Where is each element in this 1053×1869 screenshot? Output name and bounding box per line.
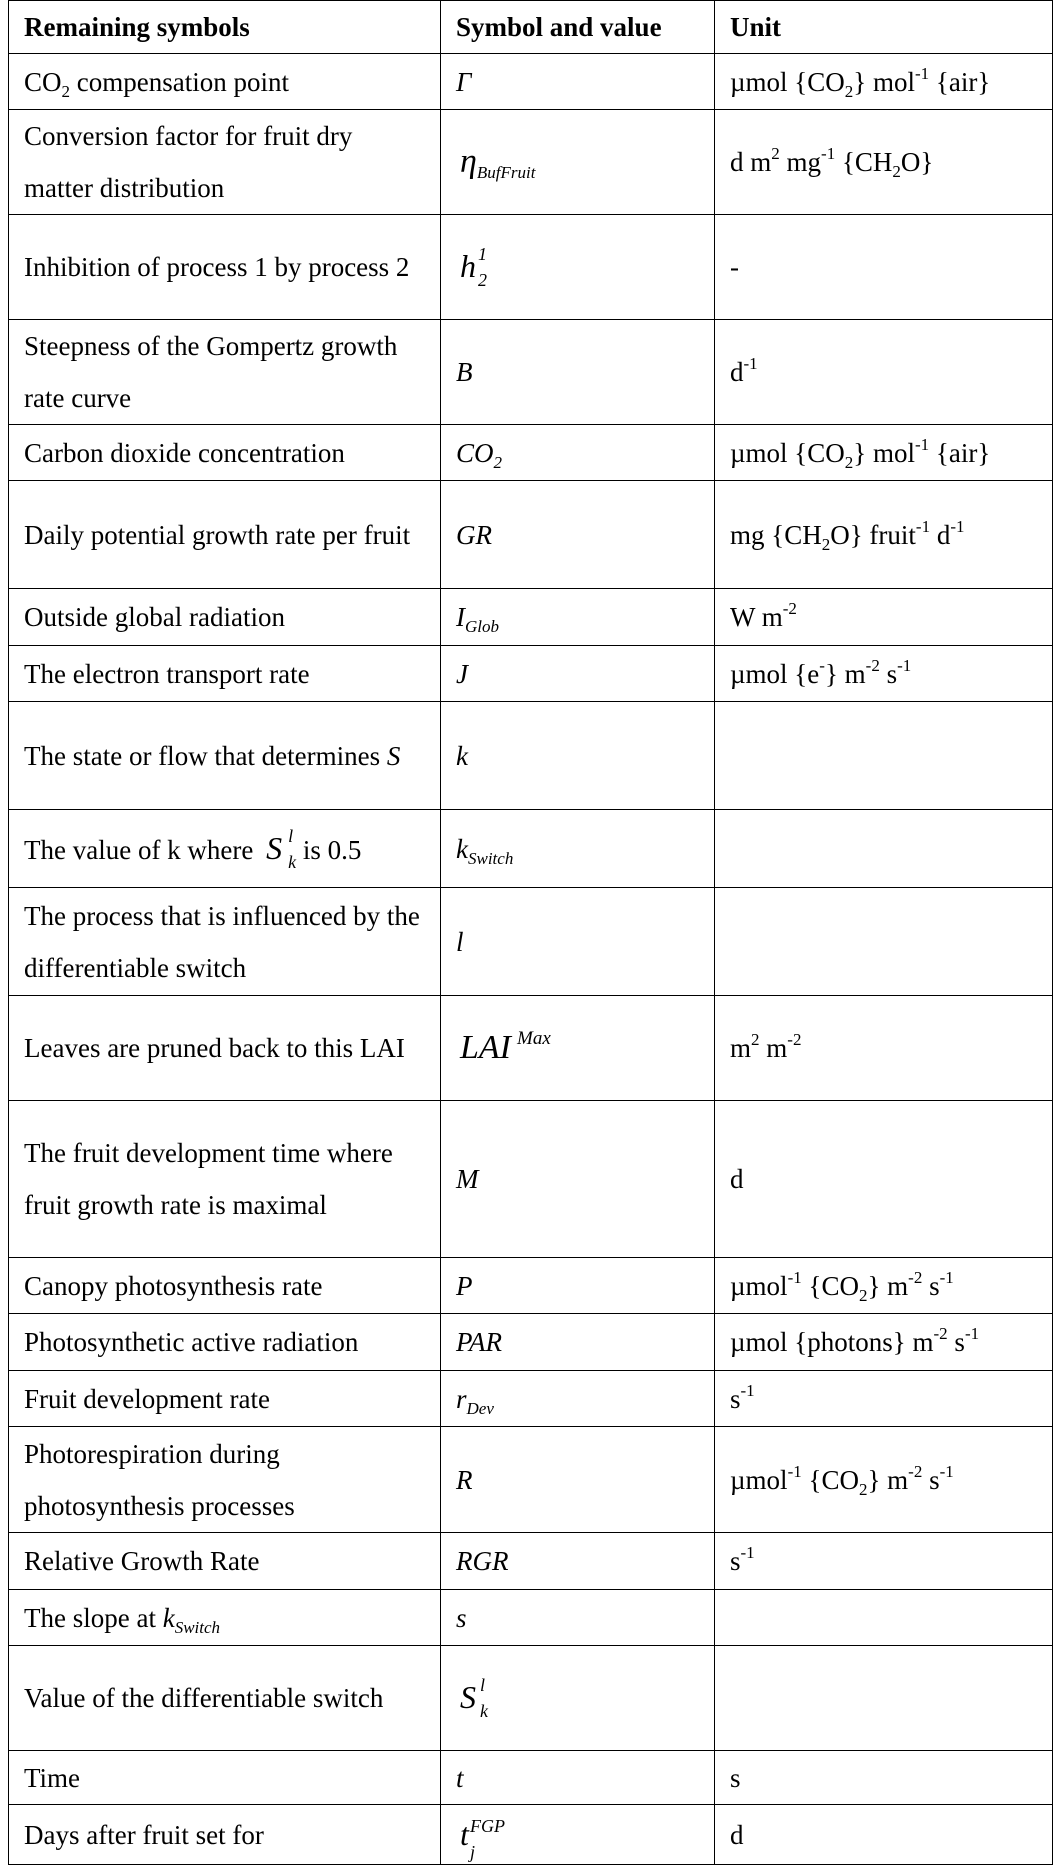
table-row: Leaves are pruned back to this LAI LAI Ma…	[8, 995, 1053, 1101]
table-row: The slope at kSwitch s	[8, 1589, 1053, 1646]
row-unit: W m-2	[714, 588, 1053, 646]
row-unit: s-1	[714, 1532, 1053, 1590]
table-row: Steepness of the Gompertz growth rate cu…	[8, 319, 1053, 425]
row-symbol: LAI Max	[440, 995, 715, 1101]
table-row: Canopy photosynthesis rate P µmol-1 {CO2…	[8, 1257, 1053, 1314]
table-row: CO2 compensation point Γ µmol {CO2} mol-…	[8, 53, 1053, 110]
row-description: Outside global radiation	[8, 588, 441, 646]
row-description: The electron transport rate	[8, 645, 441, 702]
row-symbol: J	[440, 645, 715, 702]
row-description: The state or flow that determines S	[8, 701, 441, 810]
row-unit: d-1	[714, 319, 1053, 425]
row-description: Value of the differentiable switch	[8, 1645, 441, 1751]
header-unit: Unit	[714, 0, 1053, 54]
row-symbol: M	[440, 1100, 715, 1258]
row-unit: m2 m-2	[714, 995, 1053, 1101]
row-unit: µmol {CO2} mol-1 {air}	[714, 424, 1053, 481]
row-symbol: PAR	[440, 1313, 715, 1371]
row-symbol: CO2	[440, 424, 715, 481]
table-row: Days after fruit set for t FGP j d	[8, 1804, 1053, 1865]
row-description: The slope at kSwitch	[8, 1589, 441, 1646]
table-row: The state or flow that determines S k	[8, 701, 1053, 810]
row-unit: mg {CH2O} fruit-1 d-1	[714, 480, 1053, 589]
row-unit: d	[714, 1804, 1053, 1865]
row-description: Time	[8, 1750, 441, 1805]
row-description: Leaves are pruned back to this LAI	[8, 995, 441, 1101]
row-unit	[714, 1589, 1053, 1646]
row-unit: d	[714, 1100, 1053, 1258]
table-row: Photorespiration during photosynthesis p…	[8, 1426, 1053, 1533]
row-symbol: s	[440, 1589, 715, 1646]
header-symbol-and-value: Symbol and value	[440, 0, 715, 54]
row-unit: s	[714, 1750, 1053, 1805]
table-row: Conversion factor for fruit dry matter d…	[8, 109, 1053, 215]
row-description: Steepness of the Gompertz growth rate cu…	[8, 319, 441, 425]
table-row: The process that is influenced by the di…	[8, 887, 1053, 996]
row-symbol: IGlob	[440, 588, 715, 646]
row-symbol: R	[440, 1426, 715, 1533]
row-description: Relative Growth Rate	[8, 1532, 441, 1590]
row-unit: µmol {CO2} mol-1 {air}	[714, 53, 1053, 110]
row-symbol: l	[440, 887, 715, 996]
row-description: The process that is influenced by the di…	[8, 887, 441, 996]
table-row: The electron transport rate J µmol {e-} …	[8, 645, 1053, 702]
row-symbol: B	[440, 319, 715, 425]
row-symbol: RGR	[440, 1532, 715, 1590]
table-row: Time t s	[8, 1750, 1053, 1805]
row-symbol: k	[440, 701, 715, 810]
row-unit: µmol-1 {CO2} m-2 s-1	[714, 1426, 1053, 1533]
row-unit	[714, 809, 1053, 888]
symbols-table: Remaining symbols Symbol and value Unit …	[8, 0, 1053, 1865]
header-remaining-symbols: Remaining symbols	[8, 0, 441, 54]
table-row: Fruit development rate rDev s-1	[8, 1370, 1053, 1427]
table-row: The fruit development time where fruit g…	[8, 1100, 1053, 1258]
row-symbol: t	[440, 1750, 715, 1805]
row-symbol: kSwitch	[440, 809, 715, 888]
row-unit: µmol {e-} m-2 s-1	[714, 645, 1053, 702]
row-description: CO2 compensation point	[8, 53, 441, 110]
row-unit	[714, 887, 1053, 996]
row-symbol: t FGP j	[440, 1804, 715, 1865]
row-description: Fruit development rate	[8, 1370, 441, 1427]
table-row: Relative Growth Rate RGR s-1	[8, 1532, 1053, 1590]
row-unit	[714, 701, 1053, 810]
row-description: Inhibition of process 1 by process 2	[8, 214, 441, 320]
table-row: Photosynthetic active radiation PAR µmol…	[8, 1313, 1053, 1371]
row-unit: µmol-1 {CO2} m-2 s-1	[714, 1257, 1053, 1314]
row-unit: d m2 mg-1 {CH2O}	[714, 109, 1053, 215]
row-unit: -	[714, 214, 1053, 320]
row-symbol: rDev	[440, 1370, 715, 1427]
row-description: Days after fruit set for	[8, 1804, 441, 1865]
row-description: Photorespiration during photosynthesis p…	[8, 1426, 441, 1533]
row-symbol: ηBufFruit	[440, 109, 715, 215]
table-row: Outside global radiation IGlob W m-2	[8, 588, 1053, 646]
row-description: Conversion factor for fruit dry matter d…	[8, 109, 441, 215]
row-symbol: Γ	[440, 53, 715, 110]
table-row: Carbon dioxide concentration CO2 µmol {C…	[8, 424, 1053, 481]
table-row: Daily potential growth rate per fruit GR…	[8, 480, 1053, 589]
row-description: The fruit development time where fruit g…	[8, 1100, 441, 1258]
row-description: Canopy photosynthesis rate	[8, 1257, 441, 1314]
table-header-row: Remaining symbols Symbol and value Unit	[8, 0, 1053, 54]
row-unit	[714, 1645, 1053, 1751]
row-description: Photosynthetic active radiation	[8, 1313, 441, 1371]
row-unit: µmol {photons} m-2 s-1	[714, 1313, 1053, 1371]
row-symbol: P	[440, 1257, 715, 1314]
row-unit: s-1	[714, 1370, 1053, 1427]
row-description: Carbon dioxide concentration	[8, 424, 441, 481]
row-description: Daily potential growth rate per fruit	[8, 480, 441, 589]
row-symbol: GR	[440, 480, 715, 589]
